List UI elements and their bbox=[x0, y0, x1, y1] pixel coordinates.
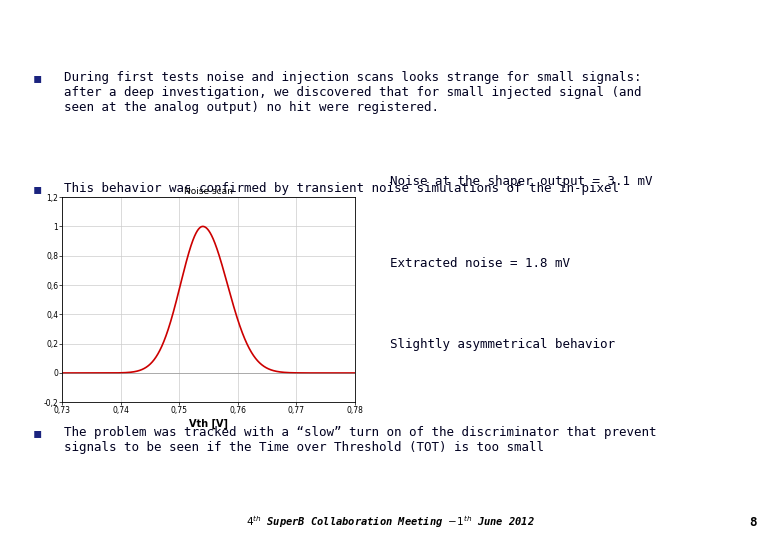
Text: Extracted noise = 1.8 mV: Extracted noise = 1.8 mV bbox=[390, 256, 570, 270]
Text: This behavior was confirmed by transient noise simulations of the in-pixel
reado: This behavior was confirmed by transient… bbox=[64, 182, 619, 210]
Text: During first tests noise and injection scans looks strange for small signals:
af: During first tests noise and injection s… bbox=[64, 71, 641, 114]
Text: ▪: ▪ bbox=[33, 182, 42, 196]
Text: $4^{th}$ SuperB Collaboration Meeting $-1^{th}$ June 2012: $4^{th}$ SuperB Collaboration Meeting $-… bbox=[246, 514, 534, 530]
Text: The problem was tracked with a “slow” turn on of the discriminator that prevent
: The problem was tracked with a “slow” tu… bbox=[64, 426, 657, 454]
Text: ▪: ▪ bbox=[33, 426, 42, 440]
X-axis label: Vth [V]: Vth [V] bbox=[190, 418, 229, 429]
Text: Some issues with the comparator design: Some issues with the comparator design bbox=[11, 17, 491, 38]
Text: Noise at the shaper output = 3.1 mV: Noise at the shaper output = 3.1 mV bbox=[390, 176, 653, 188]
Title: Noise scan: Noise scan bbox=[184, 187, 233, 197]
Text: ▪: ▪ bbox=[33, 71, 42, 85]
Text: Slightly asymmetrical behavior: Slightly asymmetrical behavior bbox=[390, 338, 615, 351]
Text: 8: 8 bbox=[749, 516, 757, 529]
